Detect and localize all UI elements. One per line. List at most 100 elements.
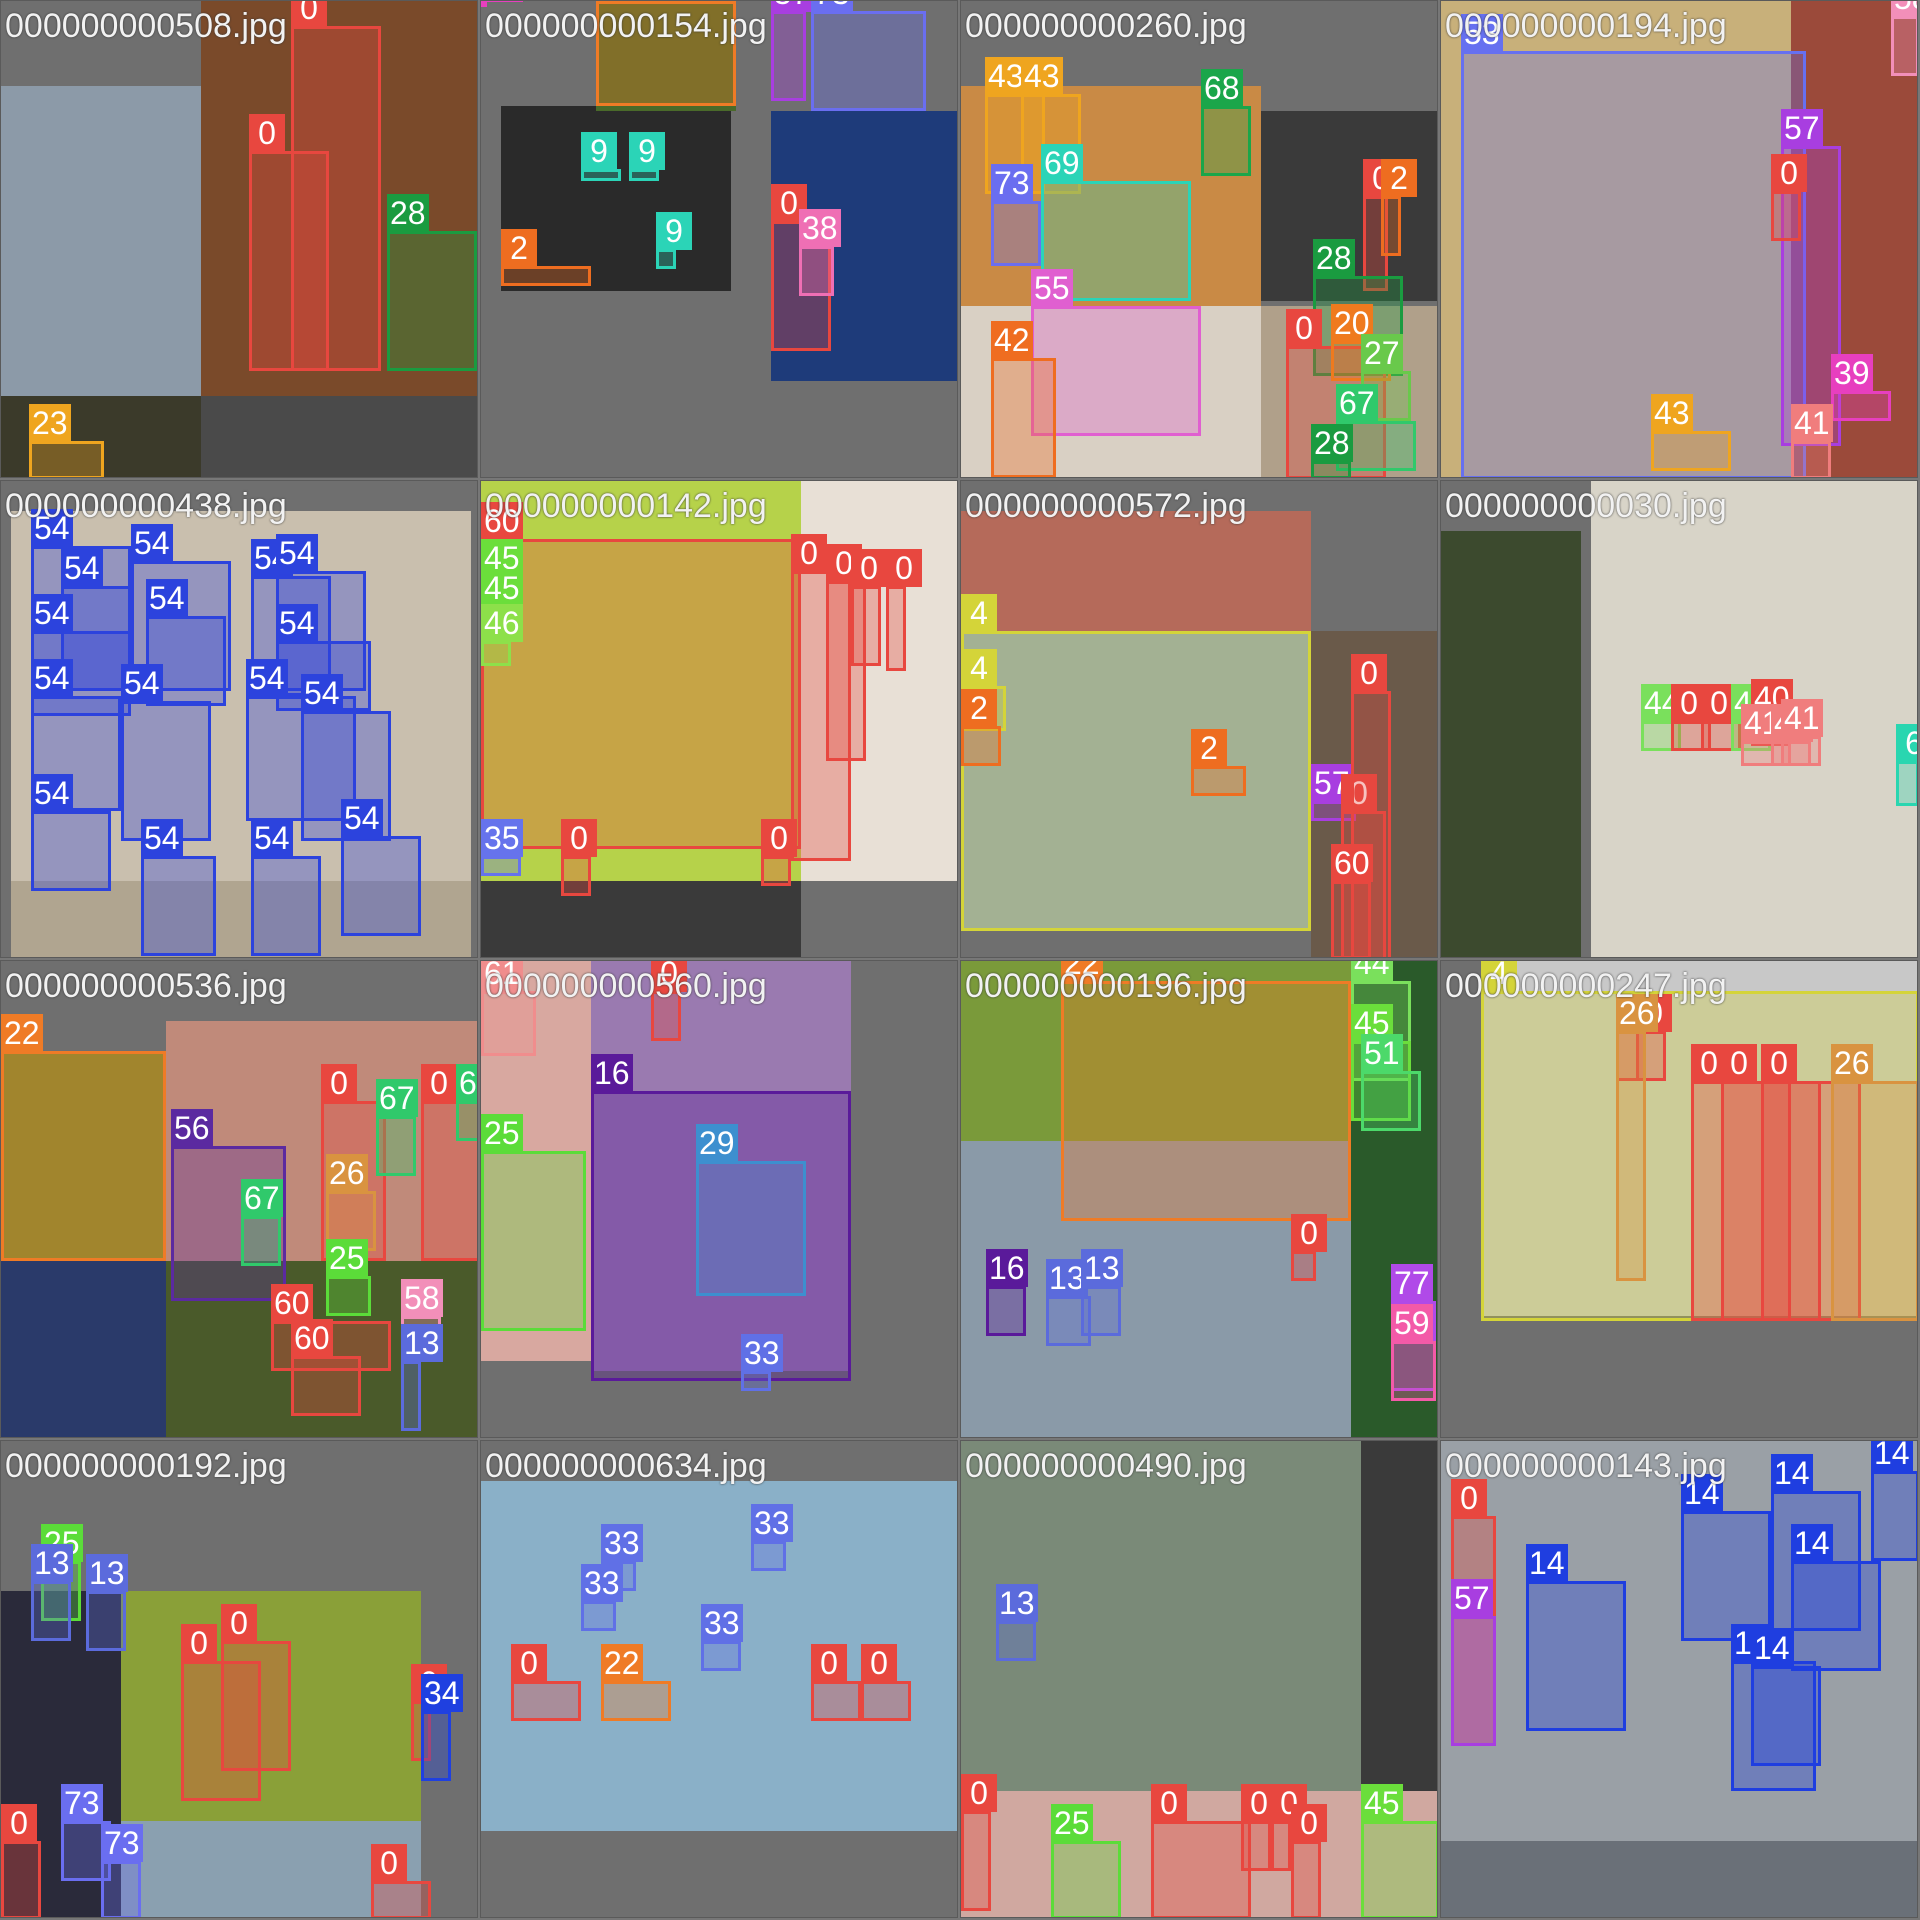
detection-box: 25: [326, 1239, 371, 1316]
class-label: 54: [31, 509, 73, 547]
detection-box: 43: [1651, 394, 1731, 471]
detection-box: 0: [421, 1064, 477, 1261]
detection-box: 0: [791, 534, 851, 861]
mosaic-tile: 53 57 0 43 39 41 58 000000000194.jpg: [1440, 0, 1918, 478]
class-label: 67: [1336, 384, 1378, 422]
class-label: 54: [301, 674, 343, 712]
detection-box: 46: [481, 604, 523, 666]
tile-filename: 000000000143.jpg: [1445, 1447, 1727, 1485]
tile-filename: 000000000560.jpg: [485, 967, 767, 1005]
class-label: 0: [771, 184, 807, 222]
detection-box: 25: [481, 1114, 586, 1331]
class-label: 0: [886, 549, 922, 587]
detection-box: 35: [481, 819, 523, 876]
detection-box: 26: [1616, 994, 1658, 1281]
class-label: 73: [61, 1784, 103, 1822]
detection-box: 0: [1271, 1784, 1307, 1871]
tile-filename: 000000000508.jpg: [5, 7, 287, 45]
detection-box: 58: [1891, 1, 1917, 76]
class-label: 4: [961, 594, 997, 632]
class-label: 2: [961, 689, 997, 727]
class-label: 45: [481, 569, 523, 607]
class-label: 54: [341, 799, 383, 837]
class-label: 57: [771, 1, 813, 12]
class-label: 13: [1046, 1259, 1088, 1297]
class-label: 0: [1151, 1784, 1187, 1822]
detection-box: 14: [1871, 1441, 1917, 1561]
class-label: 0: [421, 1064, 457, 1102]
class-label: 54: [276, 534, 318, 572]
class-label: 60: [291, 1319, 333, 1357]
mosaic-tile: 225773999203839000000000154.jpg: [480, 0, 958, 478]
class-label: 41: [1781, 699, 1823, 737]
detection-box: 14: [1791, 1524, 1881, 1671]
class-label: 25: [326, 1239, 368, 1277]
class-label: 77: [1391, 1264, 1433, 1302]
class-label: 57: [1781, 109, 1823, 147]
class-label: 6: [1896, 724, 1917, 762]
class-label: 54: [31, 659, 73, 697]
detection-box: 33: [751, 1504, 793, 1571]
photo-region: [201, 1, 477, 396]
class-label: 0: [181, 1624, 217, 1662]
class-label: 0: [561, 819, 597, 857]
detection-box: 0: [1691, 1044, 1791, 1321]
mosaic-tile: 4002600026000000000247.jpg: [1440, 960, 1918, 1438]
tile-filename: 000000000192.jpg: [5, 1447, 287, 1485]
class-label: 68: [1201, 69, 1243, 107]
class-label: 0: [1341, 774, 1377, 812]
tile-filename: 000000000194.jpg: [1445, 7, 1727, 45]
detection-box: 2: [961, 689, 1001, 766]
detection-box: 60: [291, 1319, 361, 1416]
detection-box: 60: [481, 502, 801, 849]
class-label: 54: [246, 659, 288, 697]
detection-box: 0: [1, 1804, 41, 1917]
mosaic-tile: 434368697355420228020276728000000000260.…: [960, 0, 1438, 478]
photo-region: [1441, 531, 1581, 957]
class-label: 59: [1391, 1304, 1433, 1342]
detection-box: 13: [31, 1544, 73, 1641]
class-label: 43: [1021, 57, 1063, 95]
class-label: 2: [501, 229, 537, 267]
class-label: 54: [31, 594, 73, 632]
class-label: 29: [696, 1124, 738, 1162]
detection-box: 33: [741, 1334, 783, 1391]
detection-box: 34: [421, 1674, 463, 1781]
class-label: 0: [651, 961, 687, 992]
detection-box: 26: [1831, 1044, 1917, 1321]
photo-region: [481, 481, 801, 881]
detection-box: 0: [1761, 1044, 1861, 1321]
class-label: 60: [271, 1284, 313, 1322]
detection-box: 67: [456, 1064, 477, 1141]
class-label: 67: [376, 1079, 418, 1117]
class-label: 33: [701, 1604, 743, 1642]
detection-box: 9: [656, 212, 692, 269]
detection-box: 54: [141, 819, 216, 956]
detection-box: 14: [1681, 1474, 1771, 1641]
class-label: 0: [321, 1064, 357, 1102]
mosaic-tile: 225606706726672560605813000000000536.jpg: [0, 960, 478, 1438]
class-label: 39: [481, 1, 523, 2]
photo-region: [11, 881, 471, 957]
detection-box: 13: [86, 1554, 128, 1651]
tile-filename: 000000000536.jpg: [5, 967, 287, 1005]
class-label: 73: [101, 1824, 143, 1862]
detection-box: 14: [1751, 1629, 1821, 1766]
mosaic-tile: 60 45 45 46 0 0 0 0 35 0 0 000000000142.jpg: [480, 480, 958, 958]
class-label: 26: [326, 1154, 368, 1192]
detection-box: 54: [251, 819, 321, 956]
detection-box: 41: [1791, 404, 1833, 477]
detection-box: 39: [481, 1, 523, 7]
detection-box: 38: [799, 209, 841, 296]
detection-box: 54: [61, 549, 131, 691]
class-label: 22: [1061, 961, 1103, 982]
class-label: 0: [811, 1644, 847, 1682]
mosaic-tile: 22 44 45 51 0 16 13 13 77 59 000000000196.jpg: [960, 960, 1438, 1438]
photo-region: [481, 961, 591, 1361]
detection-box: 59: [1391, 1304, 1436, 1401]
class-label: 0: [221, 1604, 257, 1642]
class-label: 0: [1451, 1479, 1487, 1517]
class-label: 0: [291, 1, 327, 27]
class-label: 67: [241, 1179, 283, 1217]
detection-box: 22: [1, 1014, 166, 1261]
